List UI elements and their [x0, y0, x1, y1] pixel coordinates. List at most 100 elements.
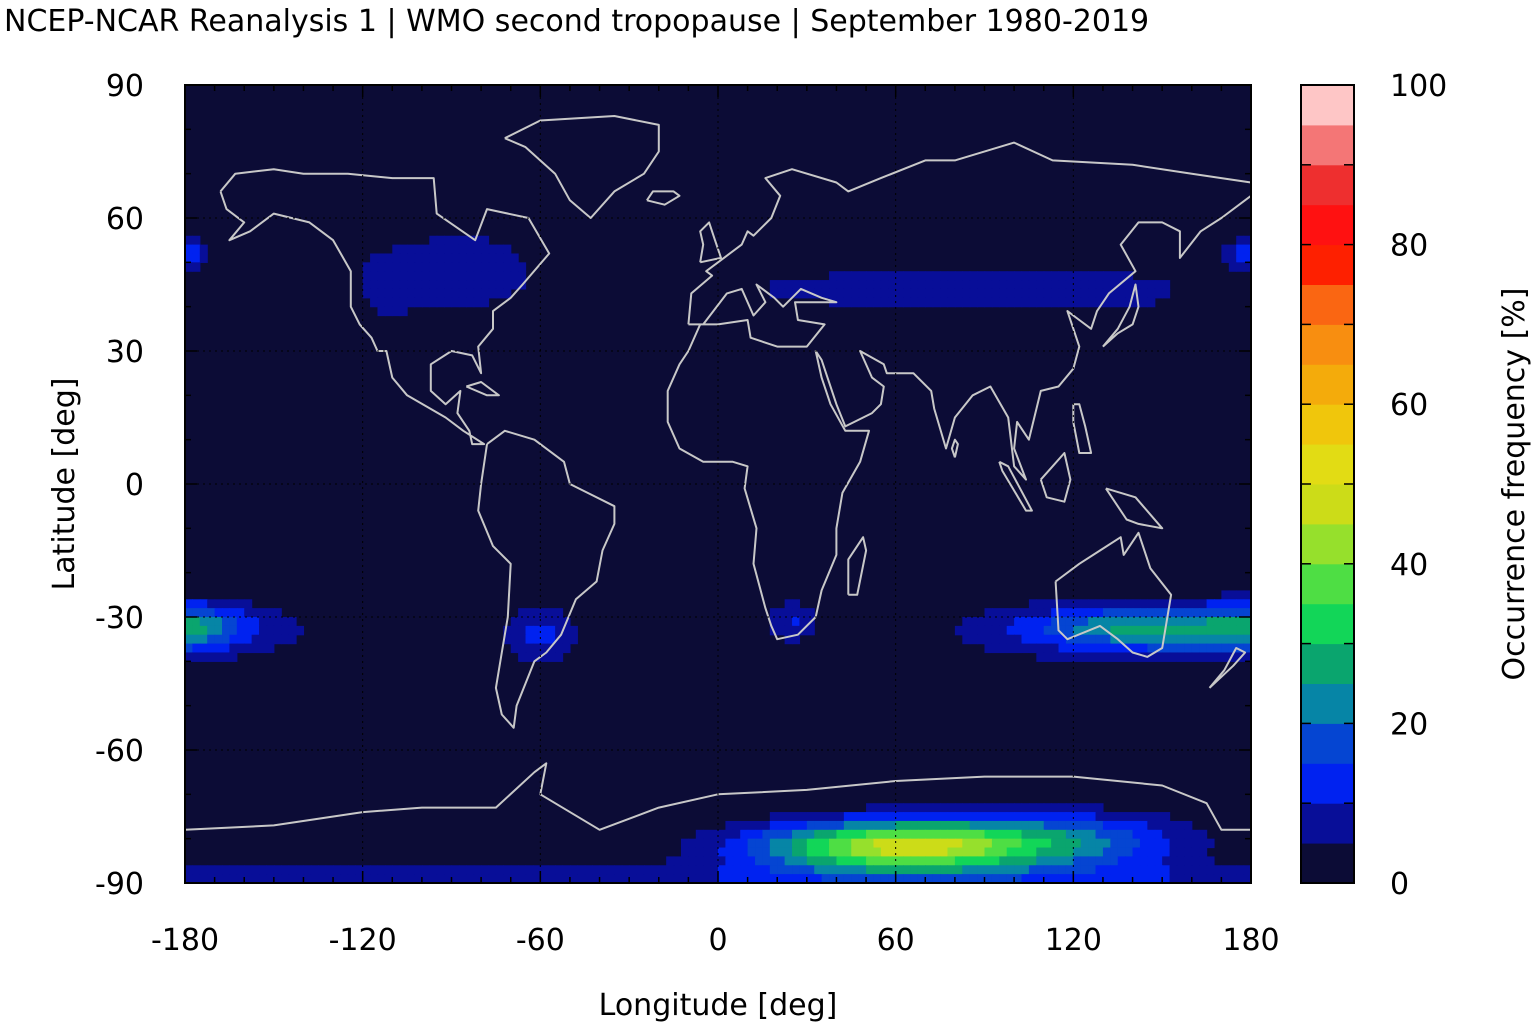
heat-cell — [1043, 599, 1052, 609]
heat-cell — [451, 271, 460, 281]
plot-area — [184, 84, 1252, 884]
heat-cell — [1051, 847, 1060, 857]
heat-cell — [266, 617, 275, 627]
heat-cell — [932, 865, 941, 875]
heat-cell — [1154, 838, 1163, 849]
heat-cell — [1088, 838, 1097, 849]
heat-cell — [843, 856, 852, 866]
heat-cell — [1139, 847, 1148, 857]
heat-cell — [777, 865, 786, 875]
heat-cell — [947, 288, 956, 299]
heat-cell — [1073, 625, 1082, 636]
heat-cell — [1102, 271, 1111, 281]
heat-cell — [1117, 599, 1126, 609]
heat-cell — [792, 812, 801, 822]
heat-cell — [1051, 599, 1060, 609]
heat-cell — [451, 244, 460, 255]
heat-cell — [769, 608, 778, 618]
heat-cell — [873, 847, 882, 857]
heat-cell — [1154, 820, 1163, 831]
heat-cell — [984, 812, 993, 822]
colorbar-tick-label: 100 — [1390, 69, 1447, 104]
heat-cell — [1125, 617, 1134, 627]
heat-cell — [1228, 253, 1237, 263]
heat-cell — [710, 838, 719, 849]
heat-cell — [829, 847, 838, 857]
heat-cell — [1132, 820, 1141, 831]
heat-cell — [1102, 847, 1111, 857]
heat-cell — [1043, 865, 1052, 875]
heat-cell — [1043, 280, 1052, 290]
heat-cell — [1147, 820, 1156, 831]
heat-cell — [784, 847, 793, 857]
heat-cell — [1028, 280, 1037, 290]
heat-cell — [1073, 599, 1082, 609]
heat-cell — [1117, 280, 1126, 290]
heat-cell — [347, 874, 356, 884]
heat-cell — [458, 253, 467, 263]
heat-cell — [1036, 803, 1045, 813]
heat-cell — [1147, 617, 1156, 627]
heat-cell — [999, 271, 1008, 281]
heat-cell — [866, 820, 875, 831]
heat-cell — [1043, 829, 1052, 840]
heat-cell — [458, 865, 467, 875]
y-tick-label: 0 — [125, 468, 144, 503]
heat-cell — [1154, 280, 1163, 290]
x-tick-label: -180 — [151, 923, 219, 958]
colorbar-step — [1301, 523, 1354, 565]
heat-cell — [1036, 617, 1045, 627]
heat-cell — [829, 271, 838, 281]
y-tick-label: 60 — [106, 202, 144, 237]
heat-cell — [969, 297, 978, 308]
heat-cell — [829, 280, 838, 290]
heat-cell — [1117, 812, 1126, 822]
heat-cell — [199, 874, 208, 884]
heat-cell — [784, 874, 793, 884]
heat-cell — [1102, 820, 1111, 831]
heat-cell — [843, 865, 852, 875]
heat-cell — [1014, 865, 1023, 875]
heat-cell — [355, 874, 364, 884]
heat-cell — [436, 244, 445, 255]
heat-cell — [303, 874, 312, 884]
heat-cell — [1036, 820, 1045, 831]
heat-cell — [977, 288, 986, 299]
heat-cell — [792, 847, 801, 857]
heat-cell — [777, 625, 786, 636]
heat-cell — [910, 865, 919, 875]
heat-cell — [244, 643, 253, 654]
heat-cell — [1228, 874, 1237, 884]
colorbar-step — [1301, 803, 1354, 844]
heat-cell — [962, 625, 971, 636]
heat-cell — [1088, 820, 1097, 831]
heat-cell — [954, 288, 963, 299]
heat-cell — [843, 812, 852, 822]
heat-cell — [236, 599, 245, 609]
heat-cell — [762, 874, 771, 884]
heat-cell — [1199, 617, 1208, 627]
heat-cell — [444, 297, 453, 308]
heat-cell — [222, 608, 231, 618]
heat-cell — [1176, 652, 1185, 662]
heat-cell — [954, 829, 963, 840]
heat-cell — [866, 847, 875, 857]
heat-cell — [518, 625, 527, 636]
heat-cell — [1021, 838, 1030, 849]
heat-cell — [836, 812, 845, 822]
heat-cell — [755, 820, 764, 831]
heat-cell — [680, 865, 689, 875]
heat-cell — [1117, 643, 1126, 654]
heat-cell — [984, 280, 993, 290]
heat-cell — [1176, 599, 1185, 609]
heat-cell — [229, 617, 238, 627]
heat-cell — [1043, 652, 1052, 662]
heat-cell — [510, 271, 519, 281]
heat-cell — [1243, 617, 1252, 627]
heat-cell — [954, 803, 963, 813]
heat-cell — [473, 235, 482, 246]
heat-cell — [421, 244, 430, 255]
heat-cell — [547, 643, 556, 654]
heat-cell — [1080, 643, 1089, 654]
